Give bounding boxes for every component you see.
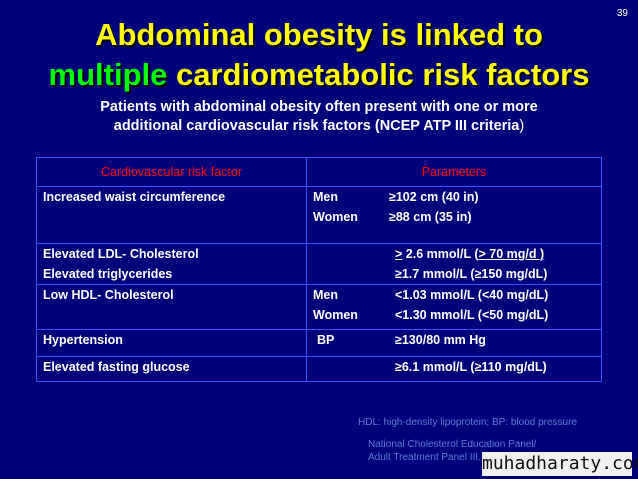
slide-subtitle: Patients with abdominal obesity often pr… — [20, 98, 618, 136]
subtitle-line-2-end: ) — [519, 118, 525, 134]
parameter-bp-label: BP — [317, 333, 335, 347]
parameter-line: ≥1.7 mmol/L (≥150 mg/dL) — [313, 264, 595, 284]
factor-label: Increased waist circumference — [43, 190, 226, 204]
parameter-cell: BP ≥130/80 mm Hg — [306, 329, 602, 357]
parameter-value: ≥1.7 mmol/L (≥150 mg/dL) — [395, 267, 548, 281]
table-row: Increased waist circumference Men ≥102 cm… — [36, 186, 602, 244]
table-row: Elevated fasting glucose ≥6.1 mmol/L (≥1… — [36, 356, 602, 382]
parameter-line: Women <1.30 mmol/L (<50 mg/dL) — [313, 305, 595, 325]
factor-cell: Increased waist circumference — [36, 186, 307, 244]
factor-cell: Low HDL- Cholesterol — [36, 284, 307, 330]
parameter-sex-label: Women — [313, 210, 358, 224]
factor-label: Elevated fasting glucose — [43, 360, 190, 374]
abbreviation-footnote: HDL: high-density lipoprotein; BP: blood… — [358, 417, 578, 428]
parameter-value: <1.03 mmol/L (<40 mg/dL) — [395, 288, 549, 302]
parameter-sex-label: Men — [313, 190, 338, 204]
parameter-cell: Men ≥102 cm (40 in) Women ≥88 cm (35 in) — [306, 186, 602, 244]
parameter-value: ≥102 cm (40 in) — [389, 190, 479, 204]
title-line-2-rest: cardiometabolic risk factors — [167, 57, 590, 92]
factor-cell: Elevated fasting glucose — [36, 356, 307, 382]
parameter-line: > 2.6 mmol/L (> 70 mg/d ) — [313, 244, 595, 264]
parameter-value: ≥88 cm (35 in) — [389, 210, 472, 224]
column-header-parameters: Parameters — [306, 157, 602, 187]
title-line-2: multiple cardiometabolic risk factors — [0, 55, 638, 95]
table-header-row: Cardiovascular risk factor Parameters — [36, 157, 602, 187]
parameter-value-underlined: > 70 mg/d ) — [478, 247, 545, 261]
title-line-1: Abdominal obesity is linked to — [95, 17, 543, 52]
parameter-line: ≥6.1 mmol/L (≥110 mg/dL) — [313, 357, 595, 377]
parameter-value-symbol: > — [395, 247, 403, 261]
risk-factor-table: Cardiovascular risk factor Parameters In… — [36, 157, 602, 382]
table-row: Low HDL- Cholesterol Men <1.03 mmol/L (<4… — [36, 284, 602, 330]
table-row: Elevated LDL- Cholesterol Elevated trigl… — [36, 243, 602, 285]
source-line-1: National Cholesterol Education Panel/ — [368, 439, 537, 450]
subtitle-line-2: additional cardiovascular risk factors (… — [20, 117, 618, 136]
factor-label: Hypertension — [43, 333, 123, 347]
slide-number: 39 — [616, 8, 628, 19]
parameter-line: Women ≥88 cm (35 in) — [313, 207, 595, 227]
parameter-value: ≥130/80 mm Hg — [395, 333, 486, 347]
parameter-cell: > 2.6 mmol/L (> 70 mg/d ) ≥1.7 mmol/L (≥… — [306, 243, 602, 285]
factor-label: Elevated LDL- Cholesterol — [43, 247, 199, 261]
column-header-factor: Cardiovascular risk factor — [36, 157, 307, 187]
source-citation: National Cholesterol Education Panel/ Ad… — [368, 438, 536, 464]
parameter-line: BP ≥130/80 mm Hg — [313, 330, 595, 350]
source-line-2: Adult Treatment Panel III. 2001 — [368, 452, 506, 463]
parameter-line: Men ≥102 cm (40 in) — [313, 187, 595, 207]
parameter-value: ≥6.1 mmol/L (≥110 mg/dL) — [395, 360, 547, 374]
subtitle-line-2-text: additional cardiovascular risk factors (… — [113, 118, 520, 134]
parameter-sex-label: Women — [313, 308, 358, 322]
parameter-cell: ≥6.1 mmol/L (≥110 mg/dL) — [306, 356, 602, 382]
parameter-value: 2.6 mmol/L ( — [402, 247, 479, 261]
watermark-logo: muhadharaty.com — [482, 452, 638, 476]
table-row: Hypertension BP ≥130/80 mm Hg — [36, 329, 602, 357]
factor-cell: Elevated LDL- Cholesterol Elevated trigl… — [36, 243, 307, 285]
slide-title: Abdominal obesity is linked to multiple … — [0, 15, 638, 95]
parameter-sex-label: Men — [313, 288, 338, 302]
parameter-cell: Men <1.03 mmol/L (<40 mg/dL) Women <1.30 m… — [306, 284, 602, 330]
parameter-value: <1.30 mmol/L (<50 mg/dL) — [395, 308, 549, 322]
subtitle-line-1: Patients with abdominal obesity often pr… — [100, 99, 538, 115]
factor-cell: Hypertension — [36, 329, 307, 357]
factor-label: Elevated triglycerides — [43, 267, 173, 281]
parameter-line: Men <1.03 mmol/L (<40 mg/dL) — [313, 285, 595, 305]
title-highlight: multiple — [48, 57, 168, 92]
factor-label: Low HDL- Cholesterol — [43, 288, 174, 302]
